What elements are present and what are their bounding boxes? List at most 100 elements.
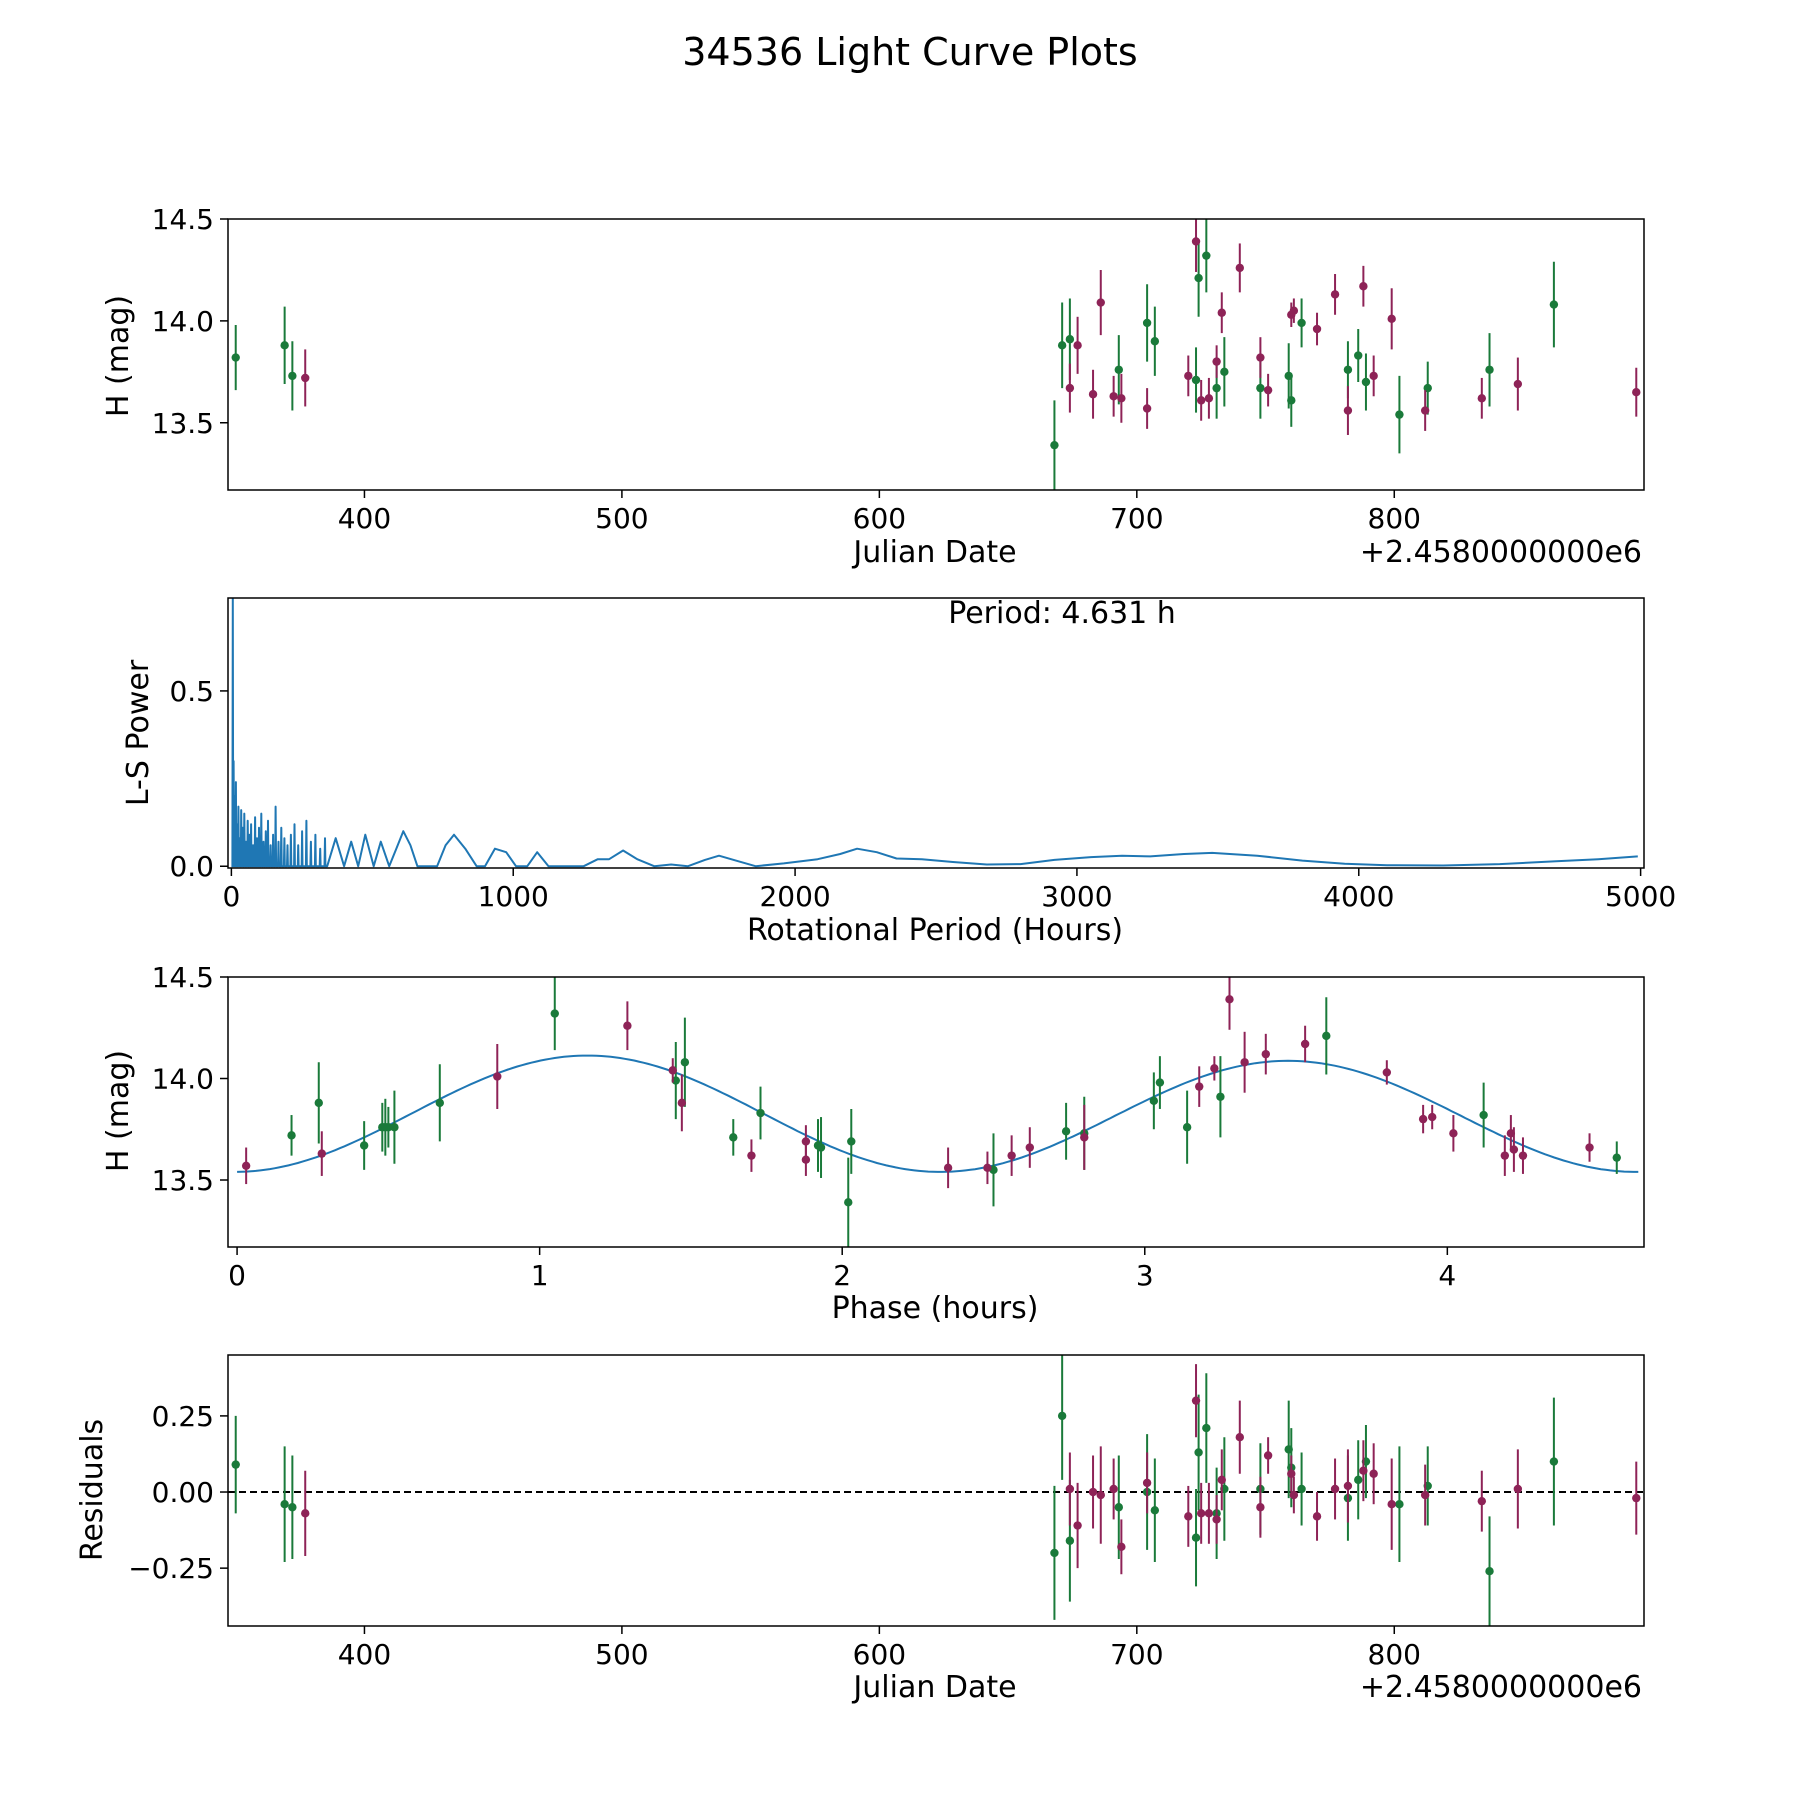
- light-curve-point-maroon: [1065, 383, 1075, 393]
- light-curve-xtick-label: 800: [1368, 502, 1421, 535]
- phased-point-green: [1216, 1092, 1225, 1101]
- phased-point-green: [816, 1143, 826, 1152]
- phased-points: [241, 977, 1621, 1247]
- phased-point-maroon: [1007, 1151, 1016, 1160]
- periodogram-ytick-label: 0.0: [169, 850, 214, 883]
- phased-xtick-label: 1: [531, 1259, 549, 1292]
- residuals-point-maroon: [1387, 1500, 1396, 1509]
- residuals-point-green: [280, 1500, 289, 1509]
- light-curve-point-green: [1343, 365, 1353, 374]
- phased-point-green: [359, 1141, 369, 1150]
- residuals-point-maroon: [1096, 1490, 1105, 1500]
- phased-point-maroon: [317, 1149, 326, 1158]
- phased-point-maroon: [1449, 1129, 1458, 1138]
- phased-point-maroon: [1195, 1082, 1204, 1091]
- phased-point-green: [287, 1131, 296, 1140]
- residuals-point-green: [1395, 1500, 1404, 1509]
- light-curve-point-green: [1256, 383, 1265, 393]
- light-curve-xtick-label: 600: [853, 502, 906, 535]
- phased-point-maroon: [1518, 1151, 1528, 1160]
- residuals-point-maroon: [1191, 1396, 1201, 1405]
- residuals-offset-label: +2.4580000000e6: [1360, 1670, 1642, 1705]
- residuals-panel: Julian Date +2.4580000000e6 Residuals 40…: [75, 1354, 1645, 1705]
- residuals-point-green: [1065, 1536, 1075, 1545]
- residuals-point-maroon: [1088, 1487, 1098, 1497]
- residuals-point-maroon: [1217, 1475, 1226, 1485]
- phased-point-maroon: [943, 1163, 953, 1173]
- light-curve-points: [231, 219, 1641, 490]
- residuals-point-maroon: [1117, 1542, 1126, 1552]
- periodogram-ylabel: L-S Power: [121, 659, 156, 806]
- phased-point-maroon: [747, 1151, 756, 1160]
- phased-point-green: [756, 1108, 765, 1118]
- phased-point-green: [1155, 1078, 1165, 1087]
- light-curve-point-maroon: [1343, 406, 1353, 415]
- light-curve-point-maroon: [1191, 237, 1201, 246]
- residuals-point-maroon: [1343, 1481, 1353, 1491]
- residuals-ytick-label: 0.25: [152, 1400, 214, 1433]
- periodogram-xtick-label: 3000: [1041, 880, 1112, 913]
- residuals-point-maroon: [1287, 1469, 1296, 1478]
- light-curve-point-green: [1212, 383, 1221, 393]
- light-curve-point-green: [1065, 335, 1075, 344]
- phased-ytick-label: 14.0: [152, 1063, 214, 1096]
- light-curve-point-green: [1549, 300, 1559, 309]
- phased-point-green: [384, 1123, 393, 1132]
- light-curve-point-green: [1297, 318, 1306, 328]
- light-curve-xlabel: Julian Date: [851, 535, 1016, 570]
- periodogram-xtick-label: 1000: [478, 880, 549, 913]
- residuals-point-maroon: [1212, 1515, 1221, 1524]
- light-curve-point-maroon: [1196, 396, 1206, 405]
- light-curve-point-green: [1057, 341, 1067, 350]
- light-curve-point-green: [1485, 365, 1494, 374]
- phased-xtick-label: 4: [1438, 1259, 1456, 1292]
- light-curve-point-green: [1354, 351, 1363, 360]
- residuals-point-green: [1297, 1484, 1306, 1494]
- light-curve-point-maroon: [1369, 371, 1378, 381]
- phased-fit-group: [237, 1054, 1639, 1173]
- residuals-point-maroon: [1477, 1496, 1487, 1506]
- residuals-xtick-label: 700: [1110, 1638, 1163, 1671]
- phased-xtick-label: 3: [1136, 1259, 1154, 1292]
- phased-point-maroon: [493, 1072, 502, 1081]
- residuals-point-green: [1057, 1411, 1067, 1421]
- light-curve-point-green: [1142, 318, 1152, 328]
- periodogram-line: [231, 598, 1638, 868]
- phased-point-maroon: [1418, 1114, 1428, 1124]
- light-curve-frame: [227, 218, 1645, 491]
- phased-point-green: [1149, 1096, 1159, 1106]
- light-curve-offset-label: +2.4580000000e6: [1360, 535, 1642, 570]
- light-curve-point-maroon: [1477, 394, 1487, 403]
- phased-point-maroon: [1300, 1039, 1310, 1049]
- residuals-point-green: [1050, 1548, 1059, 1558]
- residuals-point-maroon: [1369, 1469, 1378, 1478]
- phased-point-green: [844, 1198, 853, 1207]
- light-curve-point-maroon: [1235, 263, 1244, 273]
- phased-point-green: [314, 1098, 323, 1108]
- residuals-point-maroon: [1196, 1509, 1206, 1518]
- phased-point-maroon: [1225, 995, 1234, 1004]
- light-curve-point-green: [1050, 440, 1059, 450]
- light-curve-xtick-label: 400: [338, 502, 391, 535]
- residuals-ytick-label: −0.25: [128, 1552, 214, 1585]
- residuals-xtick-label: 800: [1368, 1638, 1421, 1671]
- residuals-point-green: [288, 1503, 297, 1512]
- light-curve-point-maroon: [1073, 341, 1082, 350]
- light-curve-point-green: [280, 341, 289, 350]
- residuals-point-maroon: [1065, 1484, 1075, 1494]
- residuals-xlabel: Julian Date: [851, 1670, 1016, 1705]
- phased-point-maroon: [241, 1161, 251, 1170]
- phased-point-maroon: [623, 1021, 632, 1030]
- residuals-point-green: [1191, 1533, 1201, 1542]
- residuals-point-maroon: [1420, 1490, 1430, 1500]
- phased-point-maroon: [1210, 1064, 1219, 1073]
- period-annotation: Period: 4.631 h: [948, 596, 1176, 631]
- residuals-point-maroon: [1256, 1503, 1265, 1512]
- light-curve-xtick-label: 700: [1110, 502, 1163, 535]
- light-curve-point-maroon: [1330, 290, 1340, 299]
- light-curve-xtick-label: 500: [595, 502, 648, 535]
- light-curve-point-maroon: [1289, 306, 1299, 315]
- periodogram-xtick-label: 5000: [1605, 880, 1676, 913]
- phased-fit-line: [237, 1054, 1639, 1173]
